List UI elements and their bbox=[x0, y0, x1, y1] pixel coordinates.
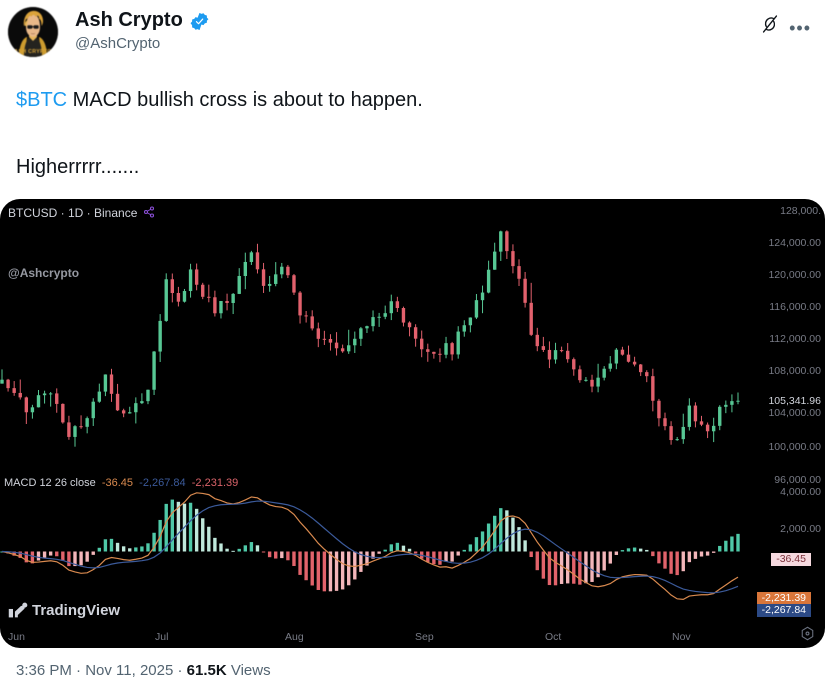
svg-text:ASH CRYPTO: ASH CRYPTO bbox=[14, 49, 51, 55]
